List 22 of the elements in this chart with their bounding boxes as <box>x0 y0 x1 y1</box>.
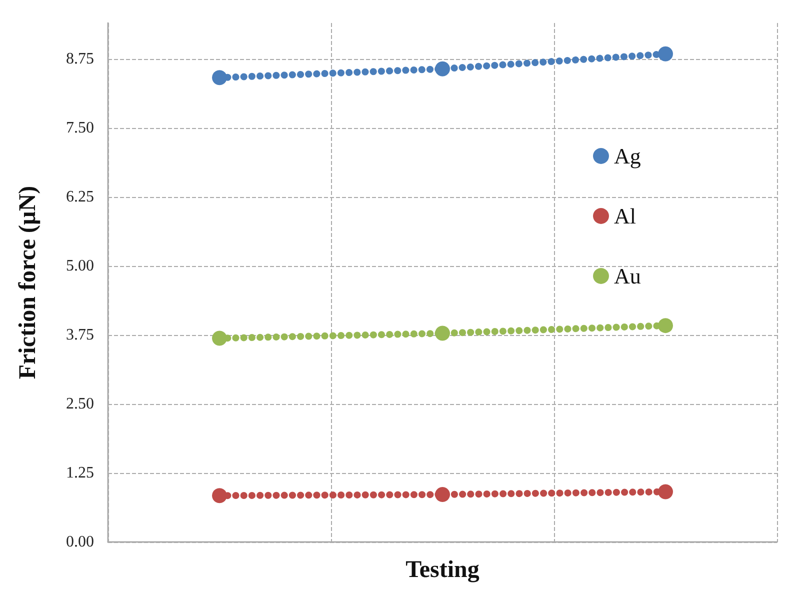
y-tick-label: 0.00 <box>66 534 94 550</box>
legend-label: Al <box>614 204 636 228</box>
y-tick-label: 1.25 <box>66 464 94 482</box>
point <box>435 487 450 502</box>
legend-label: Au <box>614 264 641 288</box>
y-tick-label: 3.75 <box>66 326 94 344</box>
point <box>212 488 227 504</box>
y-axis-title: Friction force (µN) <box>15 186 41 380</box>
y-tick-label: 5.00 <box>66 257 94 274</box>
point <box>212 330 227 346</box>
y-tick-label: 8.75 <box>66 50 94 68</box>
x-axis-title: Testing <box>406 557 480 583</box>
point <box>435 61 450 76</box>
point <box>435 326 450 341</box>
y-tick-label: 2.50 <box>66 395 94 412</box>
point <box>212 70 227 86</box>
point <box>658 46 673 62</box>
legend-label: Ag <box>614 144 641 168</box>
point <box>658 484 673 500</box>
point <box>658 318 673 334</box>
y-tick-label: 7.50 <box>66 119 94 136</box>
y-tick-label: 6.25 <box>66 188 94 206</box>
